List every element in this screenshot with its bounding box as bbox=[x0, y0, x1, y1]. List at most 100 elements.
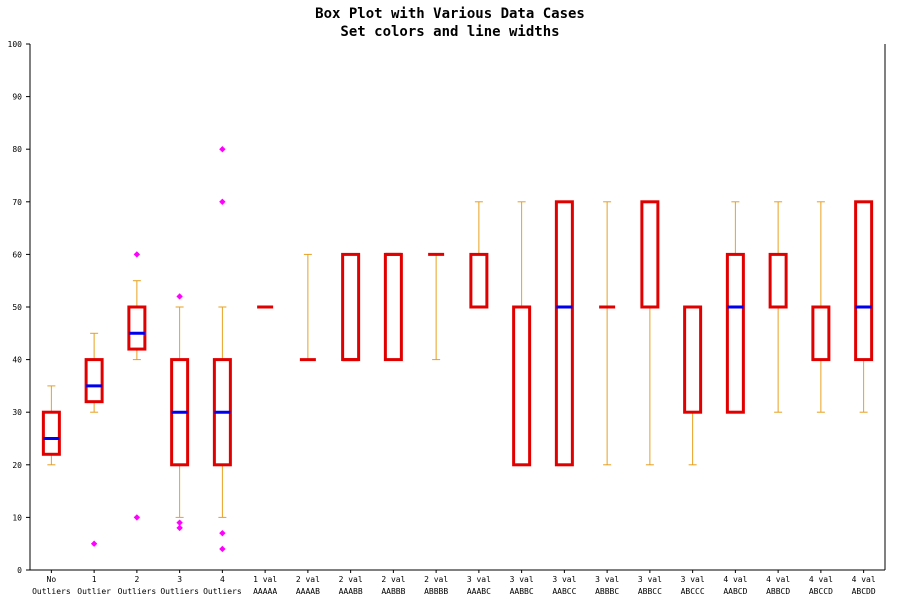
x-tick-label: Outliers bbox=[118, 587, 157, 596]
x-tick-label: AABCC bbox=[552, 587, 576, 596]
y-tick-label: 20 bbox=[12, 461, 22, 470]
box-rect bbox=[341, 252, 361, 362]
outlier-point bbox=[176, 519, 183, 526]
box-rect bbox=[469, 252, 489, 309]
box-rect bbox=[811, 305, 831, 362]
y-tick-label: 80 bbox=[12, 145, 22, 154]
box-series bbox=[41, 146, 874, 553]
x-tick-label: AAABC bbox=[467, 587, 491, 596]
x-tick-label: ABCDD bbox=[852, 587, 876, 596]
box-9 bbox=[383, 252, 403, 362]
y-tick-label: 30 bbox=[12, 408, 22, 417]
y-tick-label: 10 bbox=[12, 513, 22, 522]
x-tick-label: 4 val bbox=[766, 575, 790, 584]
outlier-point bbox=[219, 529, 226, 537]
x-axis-labels: No Outliers 1 Outlier 2 Outliers 3 Outliers 4 Out… bbox=[32, 570, 876, 596]
box-14 bbox=[599, 201, 616, 466]
outlier-point bbox=[219, 545, 226, 553]
x-tick-label: 3 val bbox=[467, 575, 491, 584]
x-tick-label: 2 val bbox=[381, 575, 405, 584]
y-tick-label: 70 bbox=[12, 198, 22, 207]
chart-subtitle: Set colors and line widths bbox=[340, 24, 559, 40]
box-17 bbox=[725, 201, 745, 414]
box-10 bbox=[428, 252, 445, 361]
box-2 bbox=[84, 332, 104, 547]
box-rect bbox=[84, 358, 104, 404]
x-tick-label: 4 val bbox=[809, 575, 833, 584]
outlier-point bbox=[176, 524, 183, 532]
x-tick-label: ABBCC bbox=[638, 587, 662, 596]
x-tick-label: AAABB bbox=[339, 587, 363, 596]
x-tick-label: Outliers bbox=[203, 587, 242, 596]
x-tick-label: 3 val bbox=[595, 575, 619, 584]
x-tick-label: 3 bbox=[177, 575, 182, 584]
x-tick-label: 2 bbox=[134, 575, 139, 584]
x-tick-label: AAAAB bbox=[296, 587, 320, 596]
box-rect bbox=[554, 200, 574, 467]
x-tick-label: AABBB bbox=[381, 587, 405, 596]
outlier-point bbox=[133, 514, 141, 521]
box-rect bbox=[640, 200, 660, 309]
box-rect bbox=[383, 252, 403, 362]
outlier-point bbox=[219, 146, 226, 153]
outlier-point bbox=[176, 293, 183, 300]
x-tick-label: No bbox=[47, 575, 57, 584]
x-tick-label: Outliers bbox=[160, 587, 199, 596]
box-rect bbox=[854, 200, 874, 362]
box-rect bbox=[725, 252, 745, 414]
x-tick-label: 2 val bbox=[339, 575, 363, 584]
x-tick-label: 3 val bbox=[552, 575, 576, 584]
x-tick-label: ABBBB bbox=[424, 587, 448, 596]
x-tick-label: ABCCC bbox=[681, 587, 705, 596]
x-tick-label: ABBCD bbox=[766, 587, 790, 596]
y-tick-label: 90 bbox=[12, 93, 22, 102]
box-rect bbox=[768, 252, 788, 309]
box-5 bbox=[212, 146, 232, 553]
box-11 bbox=[469, 201, 489, 309]
y-axis-ticks: 0 10 20 30 40 50 60 70 80 90 100 bbox=[8, 40, 30, 575]
x-tick-label: 3 val bbox=[510, 575, 534, 584]
chart-title: Box Plot with Various Data Cases bbox=[315, 6, 585, 22]
x-tick-label: 3 val bbox=[638, 575, 662, 584]
outlier-point bbox=[90, 540, 98, 547]
x-tick-label: 4 val bbox=[852, 575, 876, 584]
outlier-point bbox=[219, 198, 226, 205]
box-15 bbox=[640, 200, 660, 466]
x-tick-label: 2 val bbox=[424, 575, 448, 584]
box-7 bbox=[299, 253, 316, 362]
x-tick-label: 2 val bbox=[296, 575, 320, 584]
x-tick-label: 1 val bbox=[253, 575, 277, 584]
x-tick-label: AABBC bbox=[510, 587, 534, 596]
box-rect bbox=[683, 305, 703, 414]
x-tick-label: AABCD bbox=[723, 587, 747, 596]
y-tick-label: 60 bbox=[12, 250, 22, 259]
x-tick-label: ABCCD bbox=[809, 587, 833, 596]
x-tick-label: 4 bbox=[220, 575, 225, 584]
box-19 bbox=[811, 201, 831, 413]
box-8 bbox=[341, 252, 361, 362]
x-tick-label: 4 val bbox=[723, 575, 747, 584]
outlier-point bbox=[133, 251, 141, 258]
x-tick-label: 1 bbox=[92, 575, 97, 584]
x-tick-label: Outliers bbox=[32, 587, 71, 596]
box-20 bbox=[854, 200, 874, 413]
box-16 bbox=[683, 305, 703, 466]
y-tick-label: 0 bbox=[17, 566, 22, 575]
y-tick-label: 40 bbox=[12, 356, 22, 365]
box-18 bbox=[768, 201, 788, 413]
x-tick-label: 3 val bbox=[681, 575, 705, 584]
y-tick-label: 100 bbox=[8, 40, 23, 49]
x-tick-label: ABBBC bbox=[595, 587, 619, 596]
box-3 bbox=[127, 251, 147, 521]
box-rect bbox=[41, 410, 61, 456]
y-tick-label: 50 bbox=[12, 303, 22, 312]
box-1 bbox=[41, 385, 61, 466]
box-4 bbox=[170, 293, 190, 532]
box-13 bbox=[554, 200, 574, 467]
box-rect bbox=[127, 305, 147, 351]
box-rect bbox=[512, 305, 532, 467]
x-tick-label: AAAAA bbox=[253, 587, 277, 596]
box-12 bbox=[512, 201, 532, 467]
x-tick-label: Outlier bbox=[77, 587, 111, 596]
